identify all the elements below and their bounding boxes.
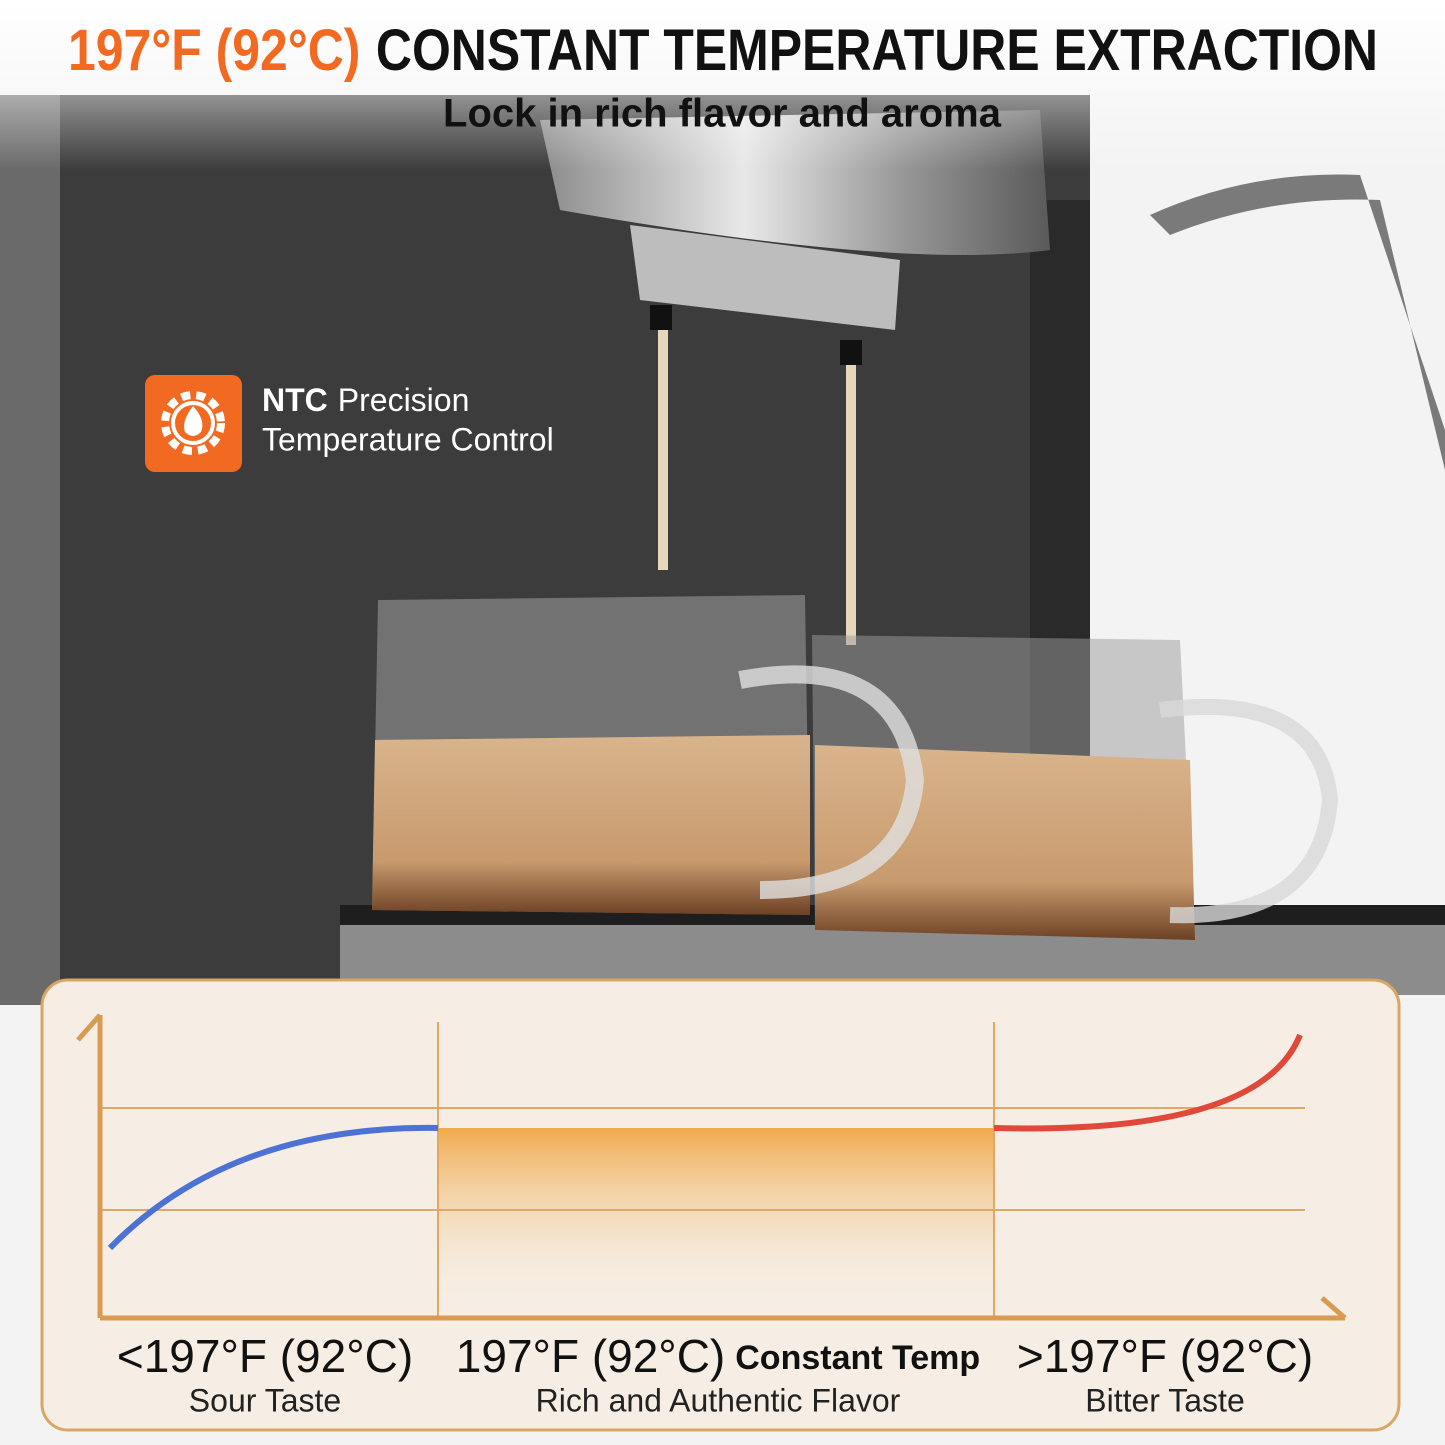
zone-temp: <197°F (92°C) bbox=[117, 1330, 413, 1382]
title-rest: CONSTANT TEMPERATURE EXTRACTION bbox=[376, 18, 1378, 83]
zone-temp-value: 197°F (92°C) bbox=[456, 1330, 725, 1382]
zone-desc: Sour Taste bbox=[189, 1382, 341, 1418]
feature-line2: Temperature Control bbox=[262, 421, 554, 457]
zone-desc: Rich and Authentic Flavor bbox=[536, 1382, 901, 1418]
schematic bbox=[40, 978, 1401, 1432]
feature-badge bbox=[145, 375, 242, 472]
zone-temp: 197°F (92°C) Constant Temp bbox=[456, 1330, 980, 1382]
subtitle: Lock in rich flavor and aroma bbox=[443, 92, 1002, 136]
zone-desc: Bitter Taste bbox=[1085, 1382, 1244, 1418]
feature-line1-rest: Precision bbox=[338, 382, 470, 418]
title-highlight: 197°F (92°C) bbox=[68, 18, 360, 83]
feature-bold: NTC bbox=[262, 382, 328, 418]
zone-temp-suffix: Constant Temp bbox=[735, 1339, 980, 1377]
zone-temp: >197°F (92°C) bbox=[1017, 1330, 1313, 1382]
title: 197°F (92°C)CONSTANT TEMPERATURE EXTRACT… bbox=[68, 18, 1378, 83]
feature-line1: NTC Precision bbox=[262, 382, 469, 418]
